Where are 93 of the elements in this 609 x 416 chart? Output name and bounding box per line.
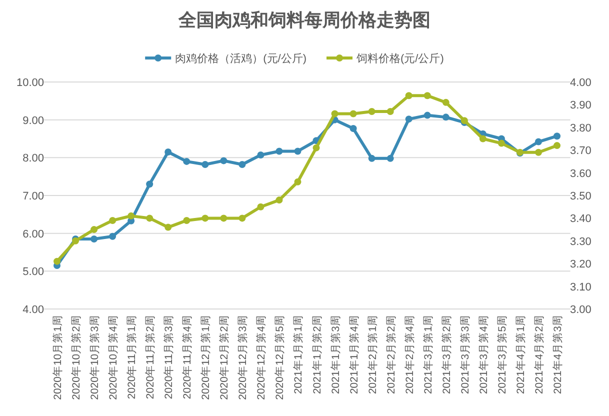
point — [276, 148, 283, 155]
x-tick-label: 2021年3月第5周 — [496, 315, 508, 394]
point — [368, 108, 376, 116]
x-tick-label: 2020年12月第1周 — [200, 315, 212, 400]
point — [128, 212, 135, 220]
point — [202, 160, 209, 168]
y-tick-label: 8.00 — [22, 152, 44, 165]
y-tick-label: 4.00 — [22, 304, 44, 316]
point — [183, 216, 190, 224]
y2-tick-label: 3.10 — [570, 281, 592, 294]
point — [312, 144, 320, 152]
y-tick-label: 7.00 — [22, 190, 44, 202]
y2-tick-label: 3.60 — [570, 168, 592, 180]
point — [350, 125, 357, 132]
point — [183, 158, 190, 165]
y-tick-label: 10.00 — [16, 77, 44, 89]
x-tick-label: 2020年12月第4周 — [256, 315, 268, 400]
point — [164, 148, 172, 156]
x-tick-label: 2021年3月第3周 — [459, 315, 472, 394]
point — [54, 258, 60, 265]
point — [386, 108, 394, 116]
x-tick-label: 2021年2月第2周 — [385, 315, 398, 394]
point — [90, 236, 98, 243]
point — [146, 180, 154, 188]
point — [368, 154, 376, 162]
point — [294, 148, 302, 155]
point — [202, 214, 209, 222]
x-tick-label: 2021年3月第2周 — [440, 315, 453, 394]
y-tick-label: 9.00 — [22, 114, 44, 127]
x-tick-label: 2021年4月第2周 — [533, 315, 546, 394]
point — [257, 152, 264, 159]
y2-tick-label: 3.20 — [570, 258, 592, 271]
point — [238, 214, 246, 222]
point — [534, 148, 542, 156]
y2-tick-label: 3.40 — [570, 213, 592, 226]
x-tick-label: 2020年12月第5周 — [274, 315, 286, 400]
y2-tick-label: 4.00 — [570, 77, 592, 89]
point — [164, 224, 172, 231]
y2-tick-label: 3.80 — [570, 122, 592, 134]
legend-label: 饲料价格(元/公斤) — [356, 52, 444, 65]
point — [146, 214, 154, 222]
point — [220, 157, 228, 164]
point — [405, 116, 412, 123]
point — [424, 92, 431, 100]
point — [109, 216, 116, 224]
x-tick-label: 2020年10月第2周 — [70, 315, 83, 400]
x-tick-label: 2020年11月第1周 — [126, 315, 138, 400]
y2-tick-label: 3.90 — [570, 100, 592, 112]
point — [350, 110, 357, 118]
x-tick-label: 2021年2月第1周 — [366, 315, 379, 394]
point — [554, 132, 560, 140]
point — [405, 92, 412, 100]
x-tick-label: 2021年4月第3周 — [552, 315, 564, 394]
y2-tick-label: 3.50 — [570, 190, 592, 202]
point — [294, 178, 302, 186]
y2-tick-label: 3.00 — [570, 304, 592, 316]
x-tick-label: 2020年11月第2周 — [144, 315, 157, 400]
x-tick-label: 2021年3月第4周 — [478, 315, 490, 394]
y2-tick-label: 3.70 — [570, 145, 592, 158]
point — [109, 232, 116, 240]
x-tick-label: 2020年10月第3周 — [89, 315, 102, 400]
chart-title: 全国肉鸡和饲料每周价格走势图 — [178, 10, 430, 30]
x-tick-label: 2020年12月第2周 — [218, 315, 231, 400]
x-tick-label: 2020年10月第1周 — [52, 315, 64, 400]
point — [554, 142, 560, 150]
x-tick-label: 2020年10月第4周 — [108, 315, 120, 400]
point — [90, 226, 98, 234]
point — [498, 140, 505, 147]
point — [238, 160, 246, 168]
x-tick-label: 2020年11月第4周 — [182, 315, 194, 400]
x-tick-label: 2020年12月第3周 — [237, 315, 250, 400]
point — [220, 214, 228, 222]
x-tick-label: 2020年11月第3周 — [163, 315, 176, 400]
y2-tick-label: 3.30 — [570, 236, 592, 248]
y-tick-label: 5.00 — [22, 266, 44, 278]
point — [442, 114, 450, 121]
point — [276, 196, 283, 204]
point — [479, 135, 486, 142]
point — [331, 110, 338, 118]
x-tick-label: 2021年3月第1周 — [422, 315, 434, 394]
point — [424, 112, 431, 119]
x-tick-label: 2021年2月第4周 — [404, 315, 416, 394]
legend-label: 肉鸡价格（活鸡）(元/公斤) — [175, 52, 306, 65]
x-tick-label: 2021年1月第3周 — [330, 315, 342, 394]
point — [442, 98, 450, 106]
y-tick-label: 6.00 — [22, 228, 44, 240]
x-tick-label: 2021年1月第2周 — [311, 315, 324, 394]
point — [534, 138, 542, 146]
point — [257, 203, 264, 210]
point — [386, 154, 394, 162]
x-tick-label: 2021年1月第1周 — [292, 315, 305, 394]
x-tick-label: 2021年4月第1周 — [514, 315, 527, 394]
x-tick-label: 2021年1月第4周 — [348, 315, 360, 394]
